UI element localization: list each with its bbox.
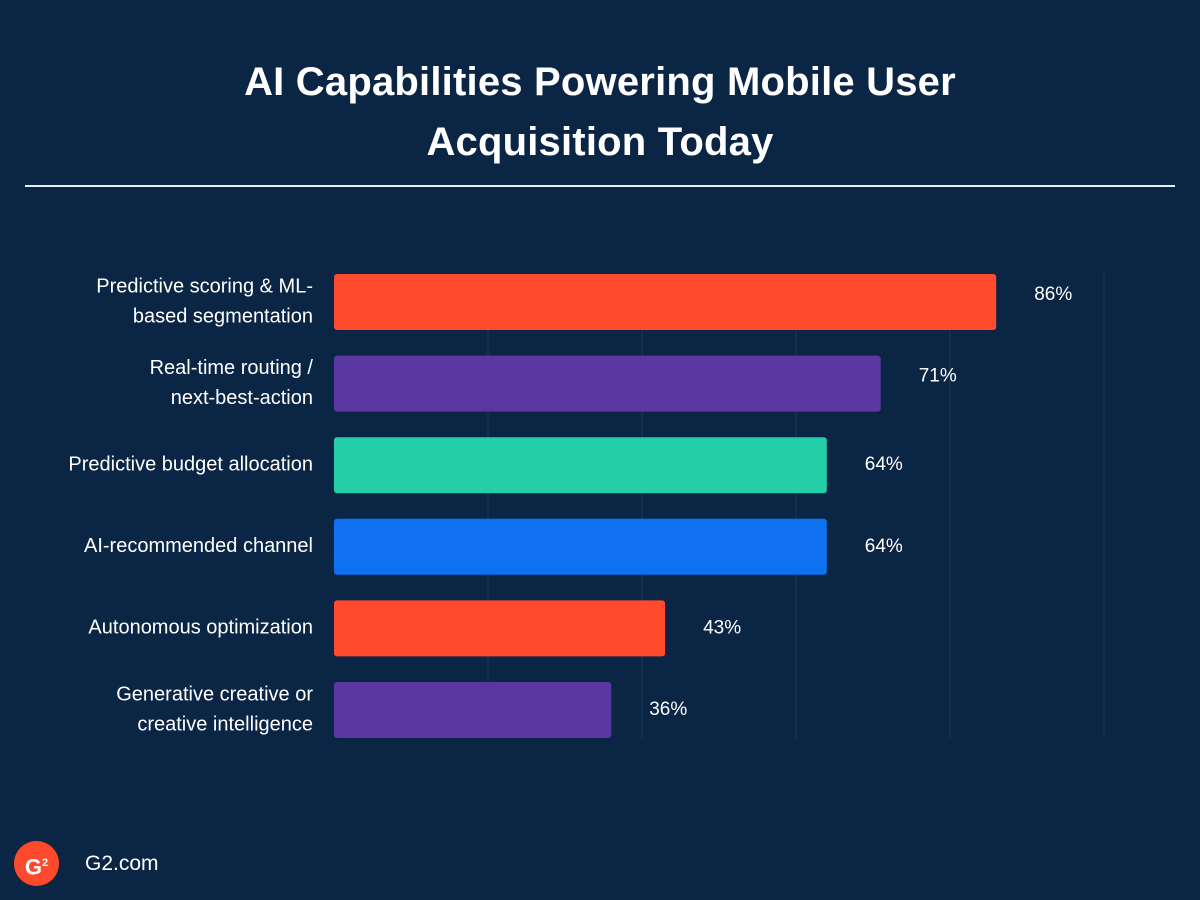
bar-1 — [334, 355, 881, 412]
g2-logo-icon: G2 — [14, 841, 59, 886]
value-label-3: 64% — [865, 536, 903, 557]
chart-title: AI Capabilities Powering Mobile User Acq… — [0, 52, 1200, 172]
chart-title-line-2: Acquisition Today — [426, 120, 774, 164]
value-label-1: 71% — [919, 366, 957, 387]
category-label-1: Real-time routing / next-best-action — [150, 357, 314, 409]
bar-0 — [334, 274, 997, 330]
category-label-4: Autonomous optimization — [88, 617, 313, 639]
bar-5 — [334, 682, 612, 738]
title-divider — [25, 185, 1175, 187]
bar-3 — [334, 518, 827, 575]
chart-title-line-1: AI Capabilities Powering Mobile User — [244, 60, 956, 104]
category-label-2: Predictive budget allocation — [68, 453, 313, 475]
category-label-3: AI-recommended channel — [84, 535, 313, 557]
category-label-0: Predictive scoring & ML-based segmentati… — [96, 275, 313, 327]
bar-2 — [334, 437, 827, 494]
value-label-5: 36% — [649, 699, 687, 720]
bar-4 — [334, 600, 666, 657]
footer-site-link[interactable]: G2.com — [85, 852, 159, 875]
logo-letter: G — [24, 854, 42, 880]
value-label-2: 64% — [865, 454, 903, 475]
category-label-5: Generative creative or creative intellige… — [116, 683, 313, 735]
value-label-4: 43% — [703, 617, 741, 638]
value-label-0: 86% — [1034, 284, 1072, 305]
logo-superscript: 2 — [42, 857, 49, 869]
